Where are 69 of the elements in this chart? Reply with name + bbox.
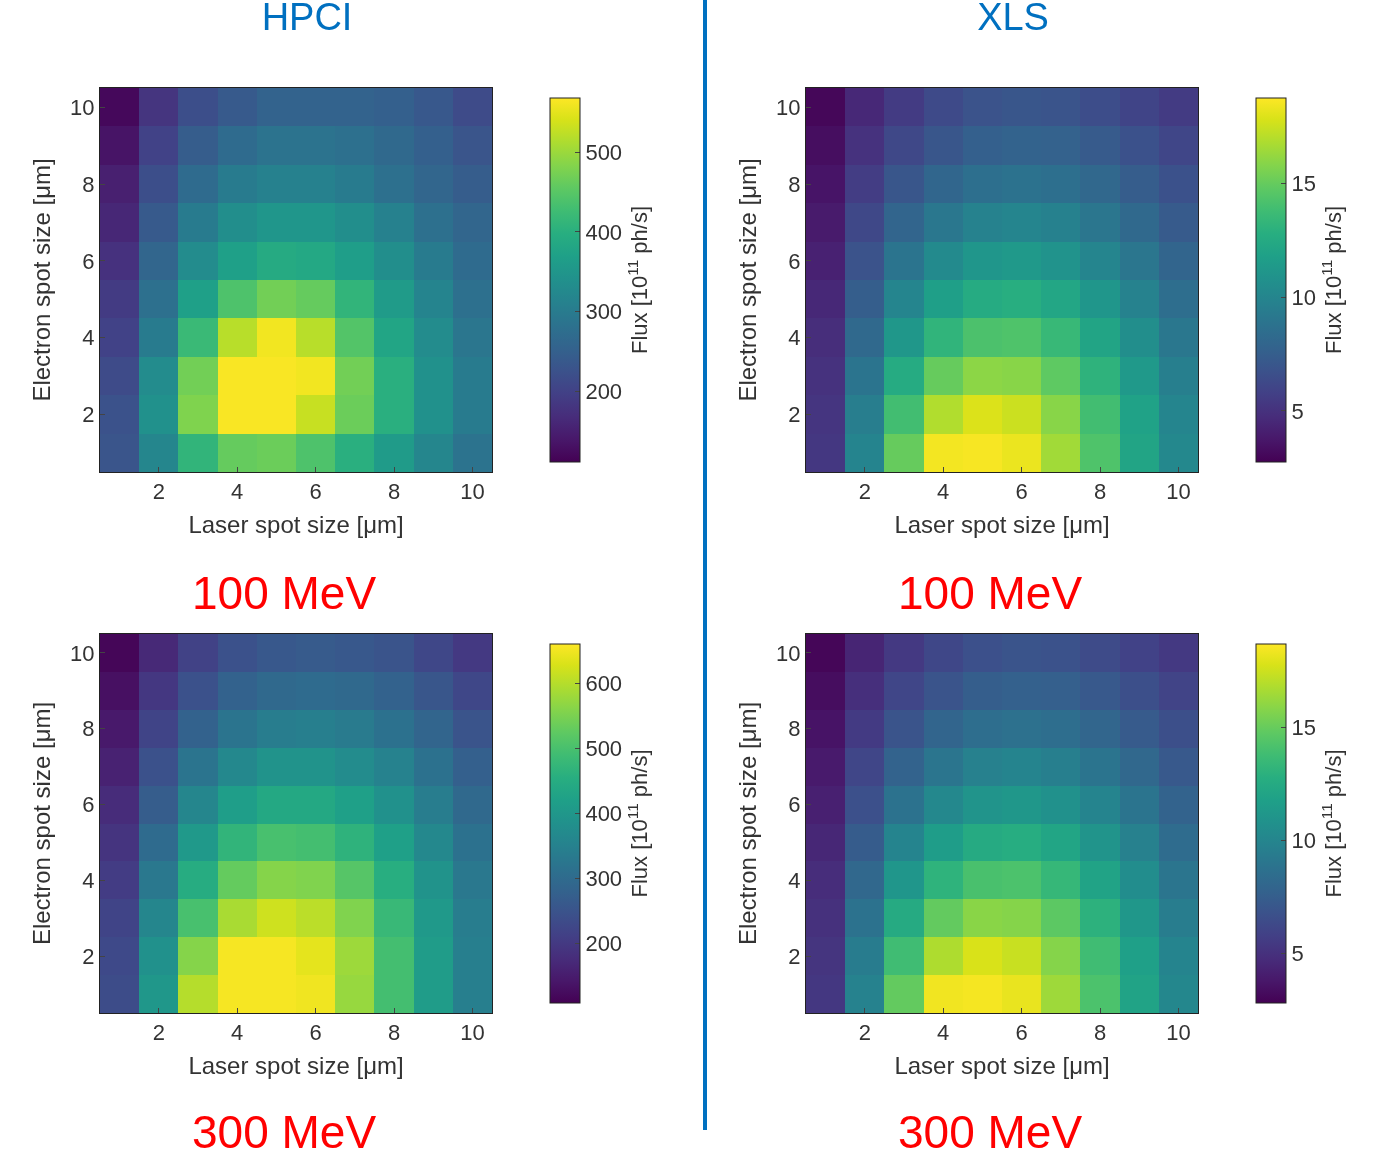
text: 300 MeV [898,1106,1083,1155]
y-tick-label: 2 [788,402,801,428]
y-tick-label: 10 [776,94,801,120]
x-tick-label: 4 [937,1020,950,1046]
y-tick-label: 6 [788,792,801,818]
x-tick-label: 6 [309,479,322,505]
x-tick-label: 10 [460,1020,485,1046]
text: 100 MeV [898,567,1083,619]
y-tick-label: 6 [82,792,95,818]
x-tick-label: 8 [1093,479,1107,505]
color-bar-label: 500 [585,736,623,762]
y-tick-label: 2 [82,402,95,428]
y-tick-label: 8 [82,171,95,197]
y-tick-label: 10 [70,94,95,120]
color-bar-label: 300 [585,866,623,892]
color-bar-label: 400 [585,801,623,827]
y-tick-label: 4 [788,868,801,894]
x-tick-label: 2 [858,1020,871,1046]
x-tick-label: 8 [1093,1020,1107,1046]
x-tick-label: 4 [231,479,244,505]
color-bar-label: 10 [1291,828,1316,854]
color-bar-label: 15 [1291,715,1316,741]
y-tick-label: 8 [788,171,801,197]
text: 100 MeV [192,567,377,619]
y-tick-label: 4 [788,325,801,351]
y-axis-title: Electron spot size [μm] [28,701,56,946]
color-bar-label: 300 [585,299,623,325]
y-tick-label: 6 [82,248,95,274]
x-tick-label: 8 [387,479,401,505]
x-tick-label: 4 [231,1020,244,1046]
text: 300 MeV [192,1106,377,1155]
y-tick-label: 10 [776,640,801,666]
y-tick-label: 6 [788,248,801,274]
y-axis-title: Electron spot size [μm] [28,158,56,402]
color-bar-label: 200 [585,930,623,956]
y-axis-title: Electron spot size [μm] [734,158,762,402]
chart-title: HPCI [261,0,353,38]
x-axis-title: Laser spot size [μm] [188,1051,404,1079]
y-tick-label: 2 [82,943,95,969]
chart-title: XLS [977,0,1049,38]
x-axis-title: Laser spot size [μm] [894,510,1110,538]
y-axis-title: Electron spot size [μm] [734,701,762,946]
color-bar-label: 10 [1291,284,1316,310]
x-tick-label: 2 [858,479,871,505]
y-tick-label: 8 [788,716,801,742]
color-bar-label: 500 [585,139,623,165]
x-tick-label: 6 [1015,479,1028,505]
color-bar-label: 200 [585,378,623,404]
x-tick-label: 2 [152,479,165,505]
y-tick-label: 8 [82,716,95,742]
x-tick-label: 6 [309,1020,322,1046]
color-bar-label: 5 [1291,398,1304,424]
x-tick-label: 10 [1166,1020,1191,1046]
x-tick-label: 10 [460,479,485,505]
x-axis-title: Laser spot size [μm] [188,510,404,538]
x-tick-label: 2 [152,1020,165,1046]
x-tick-label: 4 [937,479,950,505]
color-bar-label: 400 [585,219,623,245]
color-bar-label: 5 [1291,941,1304,967]
y-tick-label: 4 [82,868,95,894]
y-tick-label: 10 [70,640,95,666]
color-bar-label: 15 [1291,171,1316,197]
x-axis-title: Laser spot size [μm] [894,1051,1110,1079]
x-tick-label: 10 [1166,479,1191,505]
y-tick-label: 2 [788,943,801,969]
x-tick-label: 6 [1015,1020,1028,1046]
y-tick-label: 4 [82,325,95,351]
x-tick-label: 8 [387,1020,401,1046]
color-bar-label: 600 [585,671,623,697]
